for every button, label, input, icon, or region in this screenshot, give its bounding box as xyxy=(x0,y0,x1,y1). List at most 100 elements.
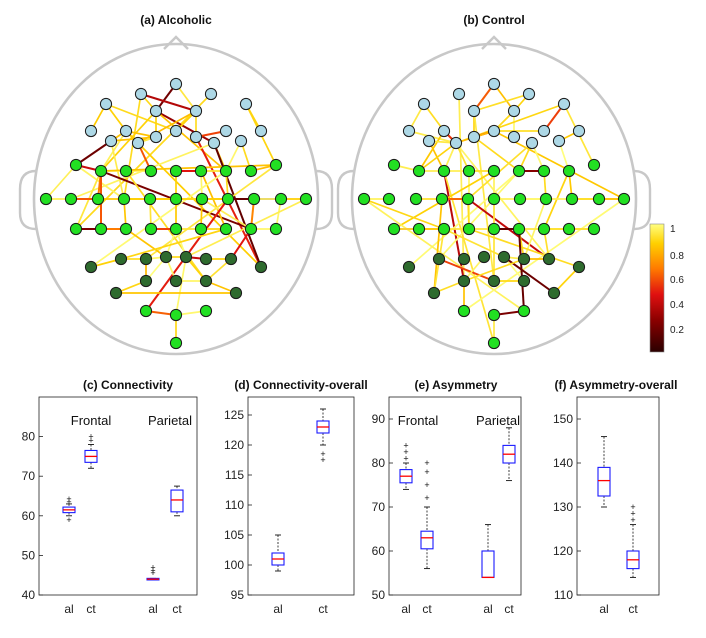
electrode-node xyxy=(487,336,501,350)
electrode-node xyxy=(487,77,501,91)
electrode-node xyxy=(477,250,491,264)
electrode-node xyxy=(189,104,203,118)
network-edge xyxy=(145,164,277,260)
x-tick-label: al xyxy=(599,602,608,616)
network-edge xyxy=(443,228,505,258)
electrode-node xyxy=(457,304,471,318)
box-ct: +++ xyxy=(626,502,640,578)
outlier-marker: + xyxy=(66,494,71,504)
region-label: Parietal xyxy=(476,413,520,428)
region-label: Frontal xyxy=(71,413,112,428)
y-tick-label: 110 xyxy=(554,588,573,602)
colorbar-ticks: 1 0.8 0.6 0.4 0.2 xyxy=(670,224,684,336)
outlier-marker: + xyxy=(66,515,71,525)
y-tick-label: 70 xyxy=(22,469,36,483)
network-edge xyxy=(438,258,495,282)
network-edge xyxy=(213,142,262,268)
head-outline xyxy=(350,42,638,356)
y-tick-label: 125 xyxy=(224,408,244,422)
region-label: Parietal xyxy=(148,413,192,428)
x-tick-label: ct xyxy=(86,602,96,616)
box-al: +++ xyxy=(62,494,76,525)
electrode-node xyxy=(219,164,233,178)
electrode-node xyxy=(387,222,401,236)
x-tick-label: ct xyxy=(504,602,514,616)
electrode-node xyxy=(547,286,561,300)
electrode-node xyxy=(387,158,401,172)
electrode-node xyxy=(457,252,471,266)
electrode-node xyxy=(39,192,53,206)
electrode-node xyxy=(219,222,233,236)
outlier-marker: + xyxy=(320,449,325,459)
right-ear xyxy=(315,169,334,231)
electrode-node xyxy=(247,192,261,206)
electrode-node xyxy=(134,87,148,101)
electrode-node xyxy=(104,134,118,148)
box-al xyxy=(597,436,611,508)
electrode-node xyxy=(169,308,183,322)
network-edge xyxy=(175,256,187,316)
outlier-marker: + xyxy=(150,562,155,572)
colorbar-tick: 0.8 xyxy=(670,251,684,262)
electrode-node xyxy=(159,250,173,264)
y-tick-label: 130 xyxy=(553,500,573,514)
electrode-node xyxy=(84,124,98,138)
electrode-node xyxy=(572,260,586,274)
electrode-node xyxy=(234,134,248,148)
nodes xyxy=(39,77,313,350)
network-edge xyxy=(363,198,445,230)
electrode-node xyxy=(143,192,157,206)
head-network-control xyxy=(336,35,652,356)
network-edge xyxy=(433,198,443,294)
electrode-node xyxy=(552,134,566,148)
electrode-node xyxy=(224,252,238,266)
outlier-marker: + xyxy=(403,440,408,450)
network-edge xyxy=(463,258,525,282)
plot-frame xyxy=(576,396,660,596)
electrode-node xyxy=(487,308,501,322)
electrode-node xyxy=(462,222,476,236)
electrode-node xyxy=(512,222,526,236)
box-ct: ++ xyxy=(84,432,98,469)
nodes xyxy=(357,77,631,350)
outlier-marker: + xyxy=(424,493,429,503)
electrode-node xyxy=(487,274,501,288)
y-tick-label: 60 xyxy=(22,509,36,523)
outlier-marker: + xyxy=(403,454,408,464)
electrode-node xyxy=(139,304,153,318)
electrode-node xyxy=(169,164,183,178)
x-tick-label: al xyxy=(148,602,157,616)
network-edge xyxy=(473,136,520,172)
title-connectivity-overall: (d) Connectivity-overall xyxy=(234,378,367,392)
electrode-node xyxy=(402,124,416,138)
electrode-node xyxy=(557,97,571,111)
electrode-node xyxy=(94,222,108,236)
electrode-node xyxy=(119,124,133,138)
colorbar-tick: 0.6 xyxy=(670,275,684,286)
y-tick-label: 105 xyxy=(224,528,244,542)
electrode-node xyxy=(169,192,183,206)
electrode-node xyxy=(452,87,466,101)
network-edge xyxy=(408,170,520,268)
electrode-node xyxy=(517,274,531,288)
x-tick-label: al xyxy=(483,602,492,616)
electrode-node xyxy=(562,164,576,178)
title-control: (b) Control xyxy=(463,13,524,27)
electrode-node xyxy=(409,192,423,206)
y-tick-label: 40 xyxy=(22,588,36,602)
outlier-marker: + xyxy=(424,467,429,477)
colorbar-tick: 0.4 xyxy=(670,300,684,311)
title-asymmetry: (e) Asymmetry xyxy=(415,378,498,392)
y-tick-label: 115 xyxy=(225,468,244,482)
electrode-node xyxy=(487,124,501,138)
x-tick-label: al xyxy=(64,602,73,616)
electrode-node xyxy=(517,252,531,266)
electrode-node xyxy=(299,192,313,206)
box-ct xyxy=(170,485,184,517)
electrode-node xyxy=(139,252,153,266)
electrode-node xyxy=(179,250,193,264)
electrode-node xyxy=(432,252,446,266)
electrode-node xyxy=(219,124,233,138)
electrode-node xyxy=(69,222,83,236)
